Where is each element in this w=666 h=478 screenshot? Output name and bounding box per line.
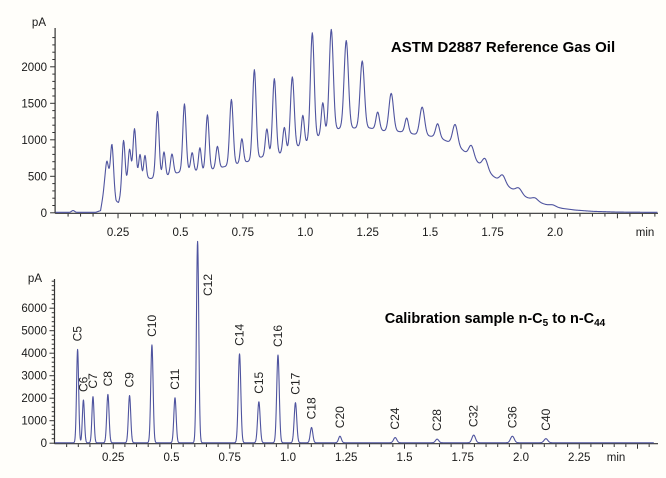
y-tick-label: 0 [41,438,47,450]
x-axis-unit-label: min [607,452,626,464]
x-tick-label: 1.25 [335,452,357,464]
peak-label-C16: C16 [271,325,285,347]
x-axis-unit-label: min [636,227,655,239]
x-tick-label: 1.75 [452,452,474,464]
x-tick-label: 0.25 [102,452,124,464]
peak-label-C18: C18 [305,397,319,419]
y-tick-label: 2000 [21,62,47,74]
y-tick-label: 2000 [21,393,47,405]
chromatogram-trace [54,240,655,444]
y-axis-unit-label: pA [28,273,42,285]
x-tick-label: 1.25 [357,227,379,239]
y-axis-unit-label: pA [32,17,46,29]
x-tick-label: 0.5 [172,227,188,239]
x-tick-label: 2.0 [547,227,563,239]
peak-label-C36: C36 [505,406,519,428]
peak-label-C9: C9 [123,372,137,388]
x-tick-label: 0.75 [232,227,254,239]
top-chromatogram: 0 500 1000 1500 2000 0.25 0.5 0.75 1.0 1.25 1.5 1.7… [21,17,658,239]
x-tick-label: 0.75 [219,452,241,464]
y-tick-label: 3000 [21,371,47,383]
x-tick-label: 2.0 [513,452,529,464]
peak-label-C11: C11 [168,368,182,389]
bottom-chromatogram: 0 1000 2000 3000 4000 5000 6000 0.25 0.5 0.75 1.0 1… [21,240,658,464]
bottom-title-text-2: to n-C [548,311,595,327]
peak-label-C10: C10 [145,315,159,337]
x-tick-label: 1.0 [297,227,313,239]
bottom-title-subscript-2: 44 [594,318,606,329]
x-tick-label: 2.25 [568,452,590,464]
y-tick-label: 500 [28,171,47,183]
y-tick-label: 1000 [21,416,47,428]
bottom-title-subscript-1: 5 [542,318,549,329]
peak-label-C24: C24 [388,407,402,429]
peak-label-C40: C40 [539,408,553,430]
peak-label-C20: C20 [333,406,347,428]
peak-label-C7: C7 [86,373,100,389]
y-tick-label: 4000 [21,348,47,360]
peak-label-C6: C6 [76,376,90,392]
y-tick-label: 1500 [21,98,47,110]
y-tick-label: 1000 [21,135,47,147]
x-tick-label: 1.5 [397,452,413,464]
y-tick-label: 5000 [21,326,47,338]
x-tick-label: 0.5 [164,452,180,464]
bottom-chart-title: Calibration sample n-C5 to n-C44 [362,311,628,329]
peak-label-C14: C14 [233,324,247,346]
y-tick-label: 0 [41,208,47,220]
peak-label-C12: C12 [201,274,215,296]
x-tick-label: 1.5 [422,227,438,239]
x-tick-label: 0.25 [107,227,129,239]
x-tick-label: 1.75 [481,227,503,239]
peak-label-C5: C5 [71,326,85,342]
x-tick-label: 1.0 [280,452,296,464]
chromatogram-trace [55,28,658,213]
y-tick-label: 6000 [21,303,47,315]
peak-label-C8: C8 [101,371,115,387]
peak-label-C28: C28 [430,409,444,431]
peak-label-C32: C32 [467,405,481,427]
peak-label-C17: C17 [289,372,303,394]
top-chart-title: ASTM D2887 Reference Gas Oil [390,39,616,56]
bottom-title-text-1: Calibration sample n-C [384,311,543,327]
peak-label-C15: C15 [252,371,266,393]
